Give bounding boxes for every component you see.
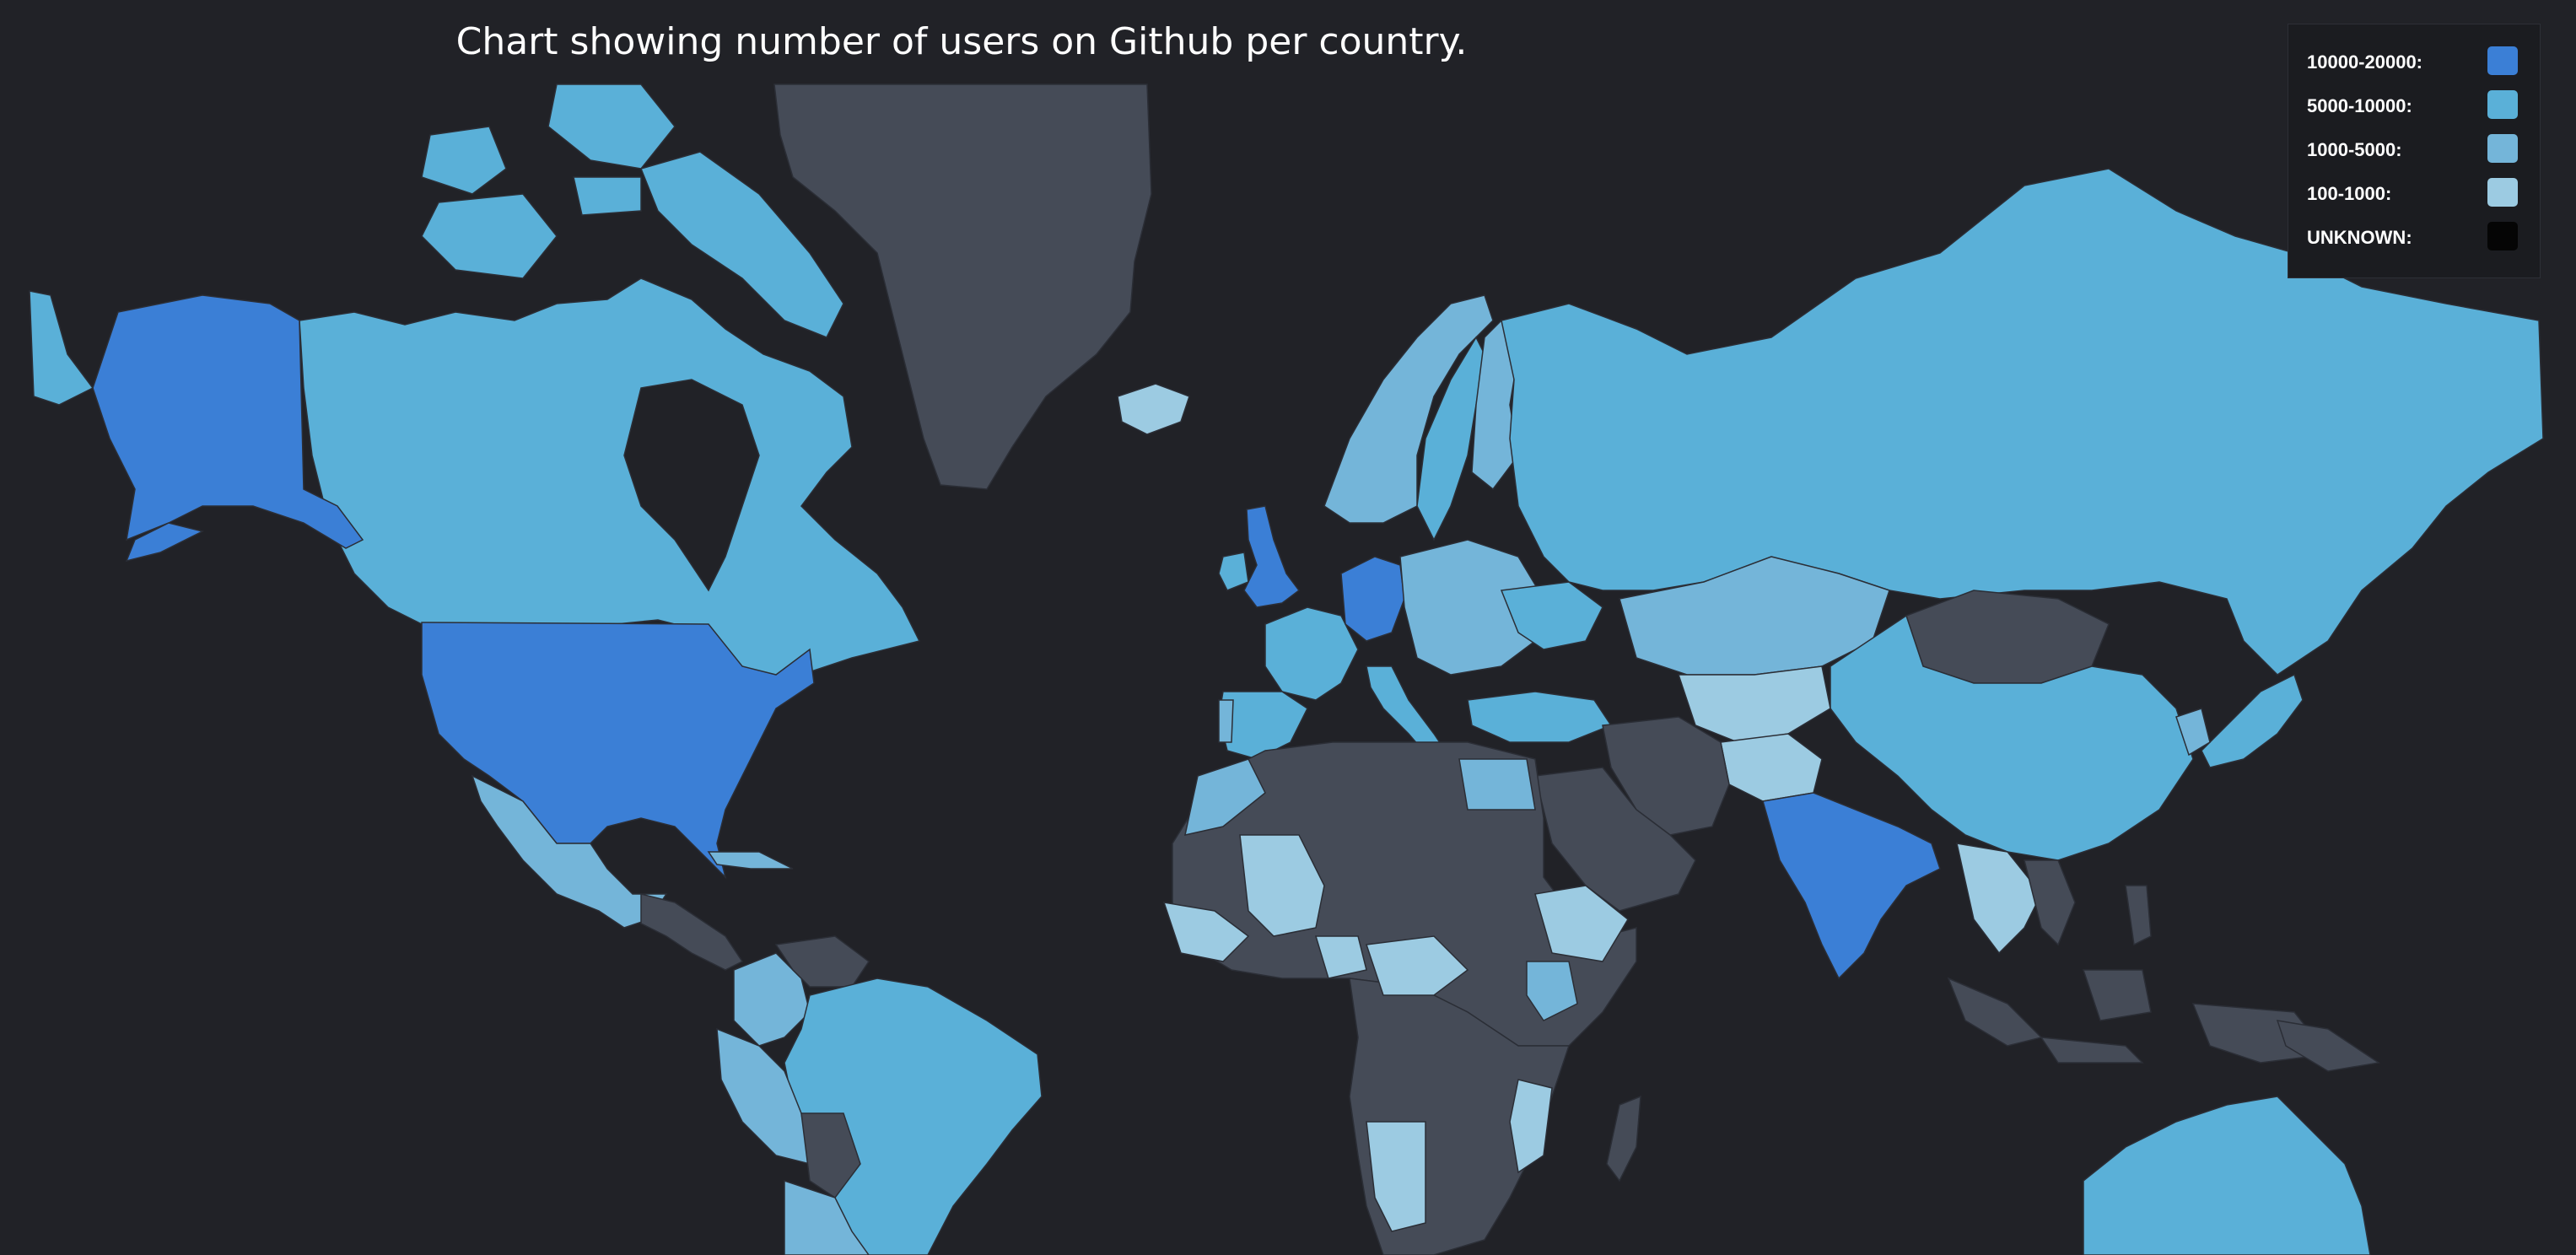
region-west-africa-coast[interactable] xyxy=(1162,902,1250,962)
legend-item-unknown: UNKNOWN: xyxy=(2307,218,2526,252)
country-saudi-arabia[interactable] xyxy=(1534,767,1696,912)
country-egypt[interactable] xyxy=(1458,758,1536,811)
country-cuba[interactable] xyxy=(707,851,794,870)
country-iceland[interactable] xyxy=(1117,383,1190,435)
country-ireland[interactable] xyxy=(1218,552,1249,591)
legend-swatch xyxy=(2487,90,2518,119)
legend-swatch xyxy=(2487,134,2518,163)
country-ethiopia[interactable] xyxy=(1534,885,1629,962)
region-north-africa[interactable] xyxy=(1172,741,1637,1047)
country-united-states[interactable] xyxy=(421,622,815,880)
region-new-guinea[interactable] xyxy=(2276,1020,2380,1072)
country-turkey[interactable] xyxy=(1467,691,1613,743)
region-indonesia[interactable] xyxy=(1947,969,2330,1064)
country-australia[interactable] xyxy=(2083,1096,2371,1255)
legend-label: 1000-5000: xyxy=(2307,139,2402,160)
country-russia[interactable] xyxy=(1501,168,2544,676)
country-south-africa-west[interactable] xyxy=(1366,1121,1426,1232)
country-india[interactable] xyxy=(1762,792,1941,980)
country-kenya[interactable] xyxy=(1526,961,1578,1021)
country-mongolia[interactable] xyxy=(1905,590,2110,684)
country-korea[interactable] xyxy=(2175,708,2211,757)
country-iran[interactable] xyxy=(1602,716,1730,836)
country-mozambique[interactable] xyxy=(1509,1079,1553,1174)
legend-swatch xyxy=(2487,46,2518,75)
country-madagascar[interactable] xyxy=(1606,1095,1641,1182)
island-victoria[interactable] xyxy=(421,193,558,279)
page-title: Chart showing number of users on Github … xyxy=(455,20,1468,63)
region-central-asia[interactable] xyxy=(1677,665,1831,743)
country-philippines[interactable] xyxy=(2125,885,2152,946)
water-hudson-bay xyxy=(623,379,760,592)
country-morocco[interactable] xyxy=(1184,758,1266,836)
island-ellesmere[interactable] xyxy=(547,83,676,170)
island-devon[interactable] xyxy=(573,176,642,216)
legend-label: 100-1000: xyxy=(2307,183,2392,204)
country-argentina[interactable] xyxy=(784,1179,870,1255)
country-china[interactable] xyxy=(1830,614,2194,861)
legend: 10000-20000: 5000-10000: 1000-5000: 100-… xyxy=(2288,24,2541,278)
country-france[interactable] xyxy=(1264,606,1359,701)
region-indochina[interactable] xyxy=(2024,859,2076,946)
alaska-west-tip[interactable] xyxy=(29,290,94,406)
island-baffin[interactable] xyxy=(639,151,844,338)
country-alaska[interactable] xyxy=(92,294,364,549)
legend-item-5000-10000: 5000-10000: xyxy=(2307,87,2526,121)
legend-label: UNKNOWN: xyxy=(2307,227,2412,248)
legend-item-10000-20000: 10000-20000: xyxy=(2307,43,2526,77)
legend-swatch xyxy=(2487,222,2518,250)
region-nigeria[interactable] xyxy=(1314,935,1367,979)
legend-item-1000-5000: 1000-5000: xyxy=(2307,131,2526,164)
country-germany[interactable] xyxy=(1340,556,1405,642)
country-portugal[interactable] xyxy=(1218,699,1234,743)
legend-swatch xyxy=(2487,178,2518,207)
region-central-africa[interactable] xyxy=(1365,935,1469,996)
region-central-america[interactable] xyxy=(640,893,744,971)
country-mali[interactable] xyxy=(1239,834,1325,937)
country-colombia[interactable] xyxy=(733,952,811,1047)
country-japan[interactable] xyxy=(2201,673,2304,768)
region-eastern-europe[interactable] xyxy=(1399,539,1544,676)
legend-label: 5000-10000: xyxy=(2307,95,2412,116)
alaska-peninsula[interactable] xyxy=(125,522,205,563)
island-banks[interactable] xyxy=(421,126,507,195)
country-united-kingdom[interactable] xyxy=(1243,505,1301,608)
country-afghanistan[interactable] xyxy=(1720,733,1823,802)
country-canada[interactable] xyxy=(299,277,921,684)
legend-item-100-1000: 100-1000: xyxy=(2307,175,2526,208)
country-greenland[interactable] xyxy=(773,83,1152,490)
country-bolivia[interactable] xyxy=(800,1112,861,1199)
region-southeast-asia[interactable] xyxy=(1956,843,2042,955)
legend-label: 10000-20000: xyxy=(2307,51,2423,73)
